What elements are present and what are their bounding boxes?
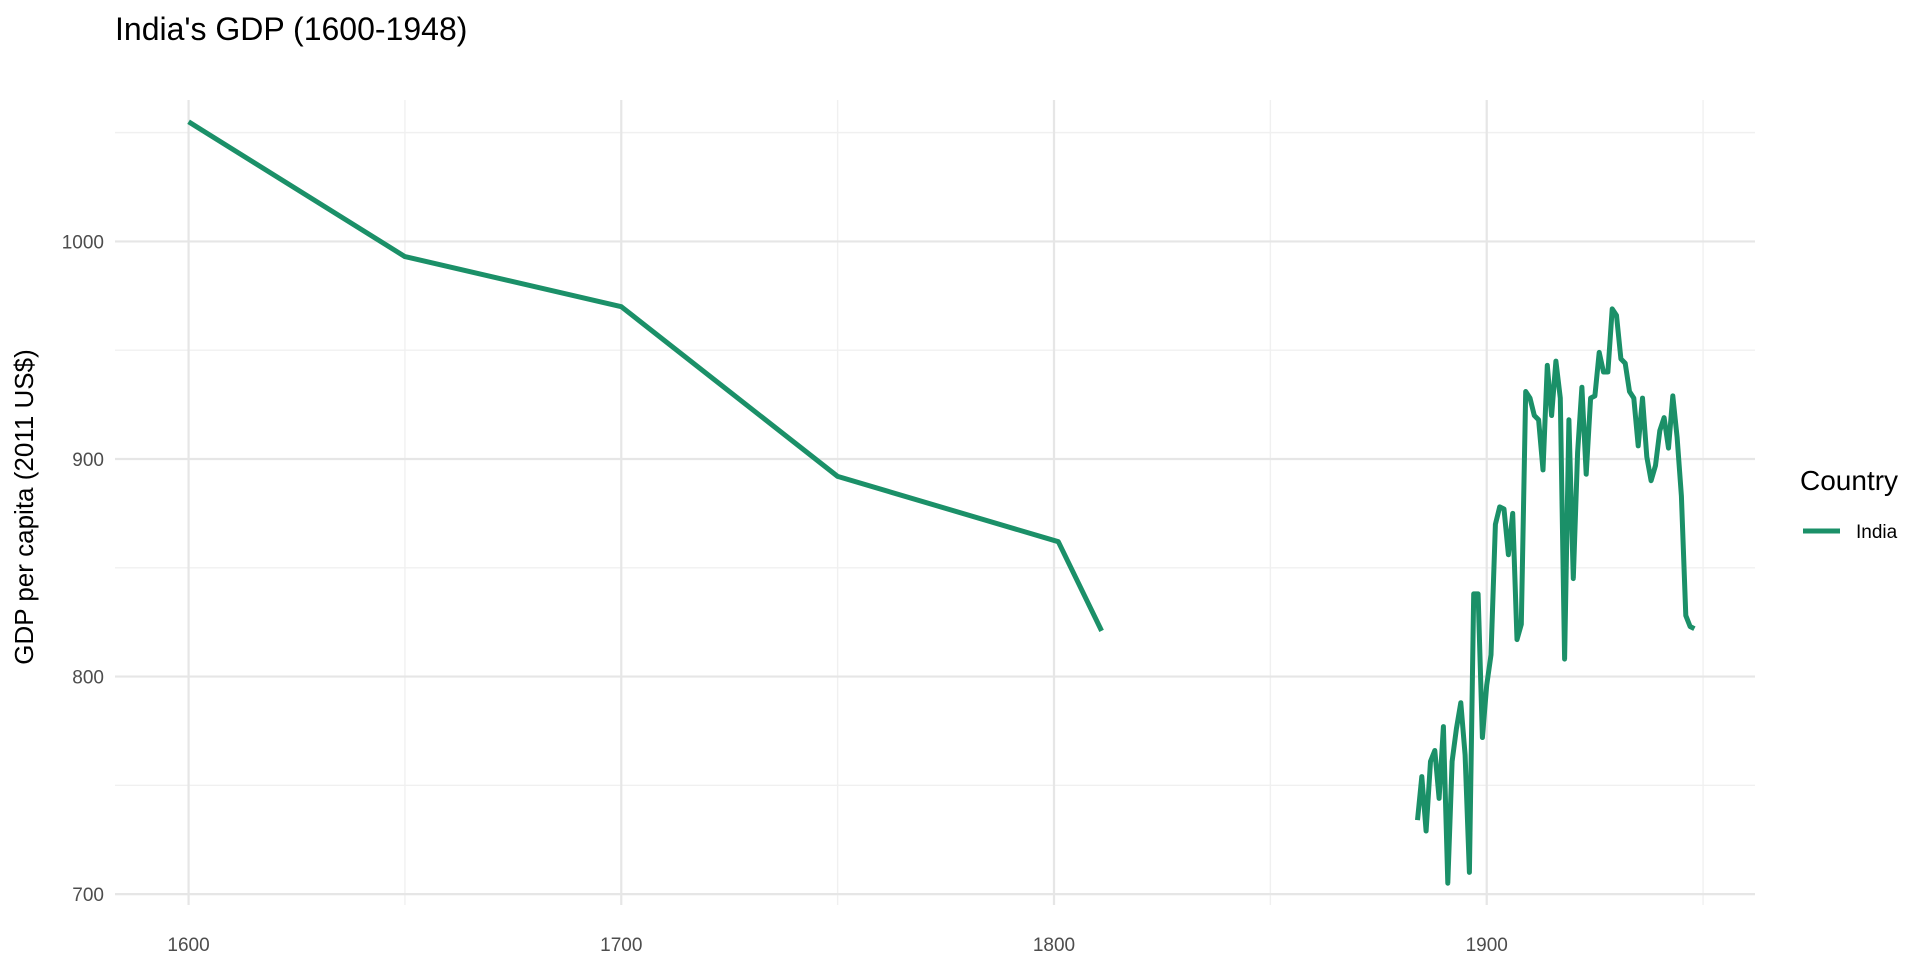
x-axis-ticks: 1600 1700 1800 1900 xyxy=(167,935,1507,956)
major-gridlines xyxy=(115,100,1755,905)
minor-gridlines xyxy=(115,100,1755,905)
y-tick-label: 800 xyxy=(72,668,104,689)
series-layer xyxy=(187,119,1696,886)
y-tick-label: 700 xyxy=(72,885,104,906)
series-line-india-segment-1 xyxy=(187,119,1104,632)
legend: Country India xyxy=(1800,465,1898,543)
y-tick-label: 1000 xyxy=(62,232,104,253)
y-tick-label: 900 xyxy=(72,450,104,471)
x-tick-label: 1900 xyxy=(1466,935,1508,956)
chart-title: India's GDP (1600-1948) xyxy=(115,11,467,47)
x-tick-label: 1600 xyxy=(167,935,209,956)
series-line-india-segment-2 xyxy=(1415,306,1696,886)
legend-label-india: India xyxy=(1856,522,1898,543)
x-tick-label: 1800 xyxy=(1033,935,1075,956)
y-axis-label: GDP per capita (2011 US$) xyxy=(9,349,39,665)
x-tick-label: 1700 xyxy=(600,935,642,956)
y-axis-ticks: 700 800 900 1000 xyxy=(62,232,104,906)
legend-title: Country xyxy=(1800,465,1898,496)
